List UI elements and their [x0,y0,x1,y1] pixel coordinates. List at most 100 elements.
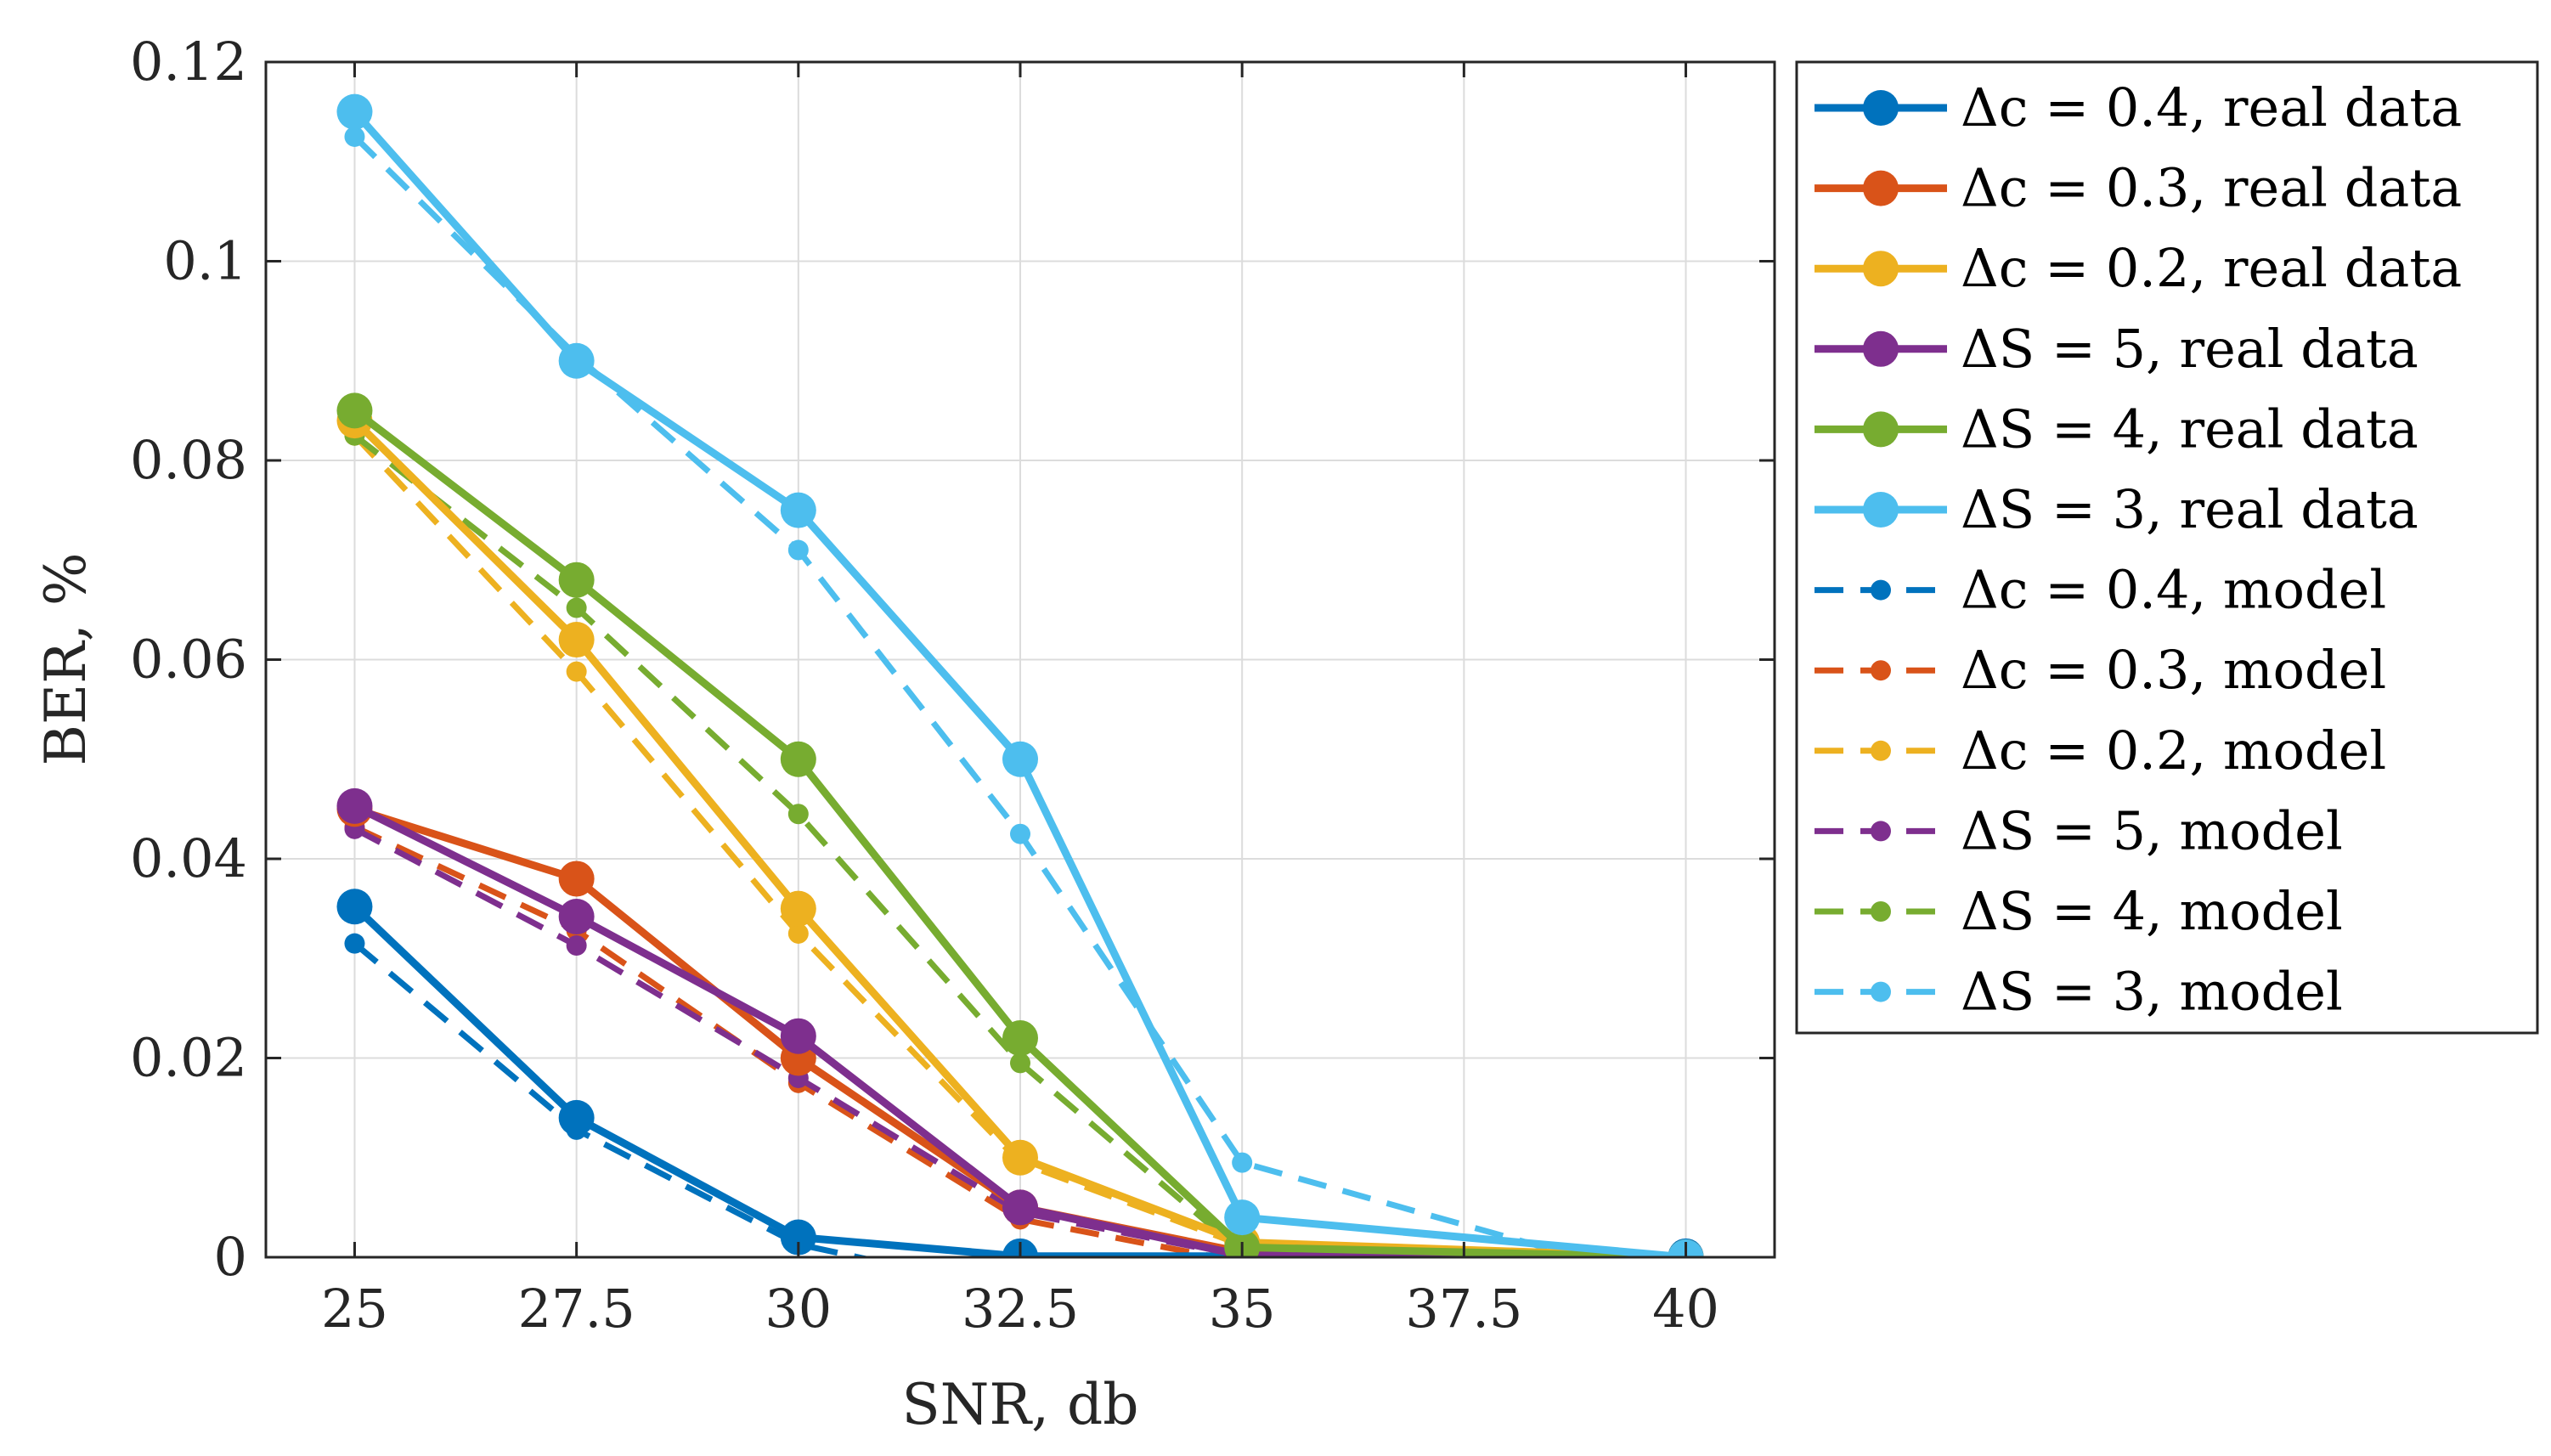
data-point [336,889,373,925]
legend-label: Δc = 0.2, model [1961,720,2386,782]
legend-item: Δc = 0.2, model [1814,720,2386,782]
series-6 [336,93,1704,1257]
axis-ticks: 25 27.5 30 32.5 35 37.5 40 0 0.02 0.04 0.06 0.08 0.1… [130,31,1775,1340]
data-point [780,1018,816,1054]
legend-marker [1863,90,1899,126]
y-tick-label: 0.1 [163,230,247,292]
legend-item: Δc = 0.4, real data [1814,76,2462,138]
legend-marker [1871,660,1891,681]
legend: Δc = 0.4, real data Δc = 0.3, real data Δc… [1795,60,2539,1035]
data-point [336,93,373,130]
x-tick-label: 35 [1209,1278,1276,1340]
x-tick-label: 32.5 [962,1278,1079,1340]
legend-label: ΔS = 5, model [1961,799,2343,861]
x-axis-title: SNR, db [901,1372,1138,1437]
legend-marker [1871,901,1891,922]
data-point [780,492,816,528]
legend-marker [1863,492,1899,528]
legend-item: ΔS = 3, model [1814,961,2343,1023]
legend-item: Δc = 0.3, model [1814,639,2386,701]
legend-item: ΔS = 5, real data [1814,318,2418,380]
legend-label: ΔS = 4, model [1961,880,2343,942]
legend-label: Δc = 0.3, model [1961,639,2386,701]
legend-item: Δc = 0.3, real data [1814,157,2462,219]
y-tick-label: 0.08 [130,429,247,491]
data-point [566,597,587,618]
series-12 [344,126,1591,1257]
data-point [1010,1052,1030,1074]
y-tick-label: 0.02 [130,1027,247,1089]
legend-label: Δc = 0.3, real data [1961,157,2462,219]
legend-marker [1863,411,1899,448]
data-point [558,1099,595,1136]
series-line [353,134,1591,1257]
series-line [352,407,1686,1257]
data-point [1224,1199,1261,1236]
legend-label: Δc = 0.2, real data [1961,237,2462,299]
x-tick-label: 40 [1652,1278,1719,1340]
data-point [787,539,809,561]
data-point [566,935,587,957]
legend-label: ΔS = 5, real data [1961,318,2418,380]
plot-series [336,93,1704,1257]
legend-marker [1863,170,1899,206]
series-line [353,432,1480,1257]
x-tick-label: 37.5 [1405,1278,1522,1340]
legend-marker [1863,251,1899,287]
legend-item: ΔS = 3, real data [1814,478,2418,540]
legend-label: Δc = 0.4, real data [1961,76,2462,138]
data-point [1002,1189,1038,1226]
data-point [558,342,595,379]
y-tick-label: 0.06 [130,629,247,691]
data-point [558,899,595,935]
y-tick-label: 0 [214,1226,247,1288]
data-point [336,787,373,824]
data-point [558,562,595,598]
data-point [1002,1020,1038,1057]
data-point [780,890,816,927]
legend-marker [1871,981,1891,1002]
data-point [787,804,809,825]
data-point [566,661,587,682]
legend-marker [1863,330,1899,367]
legend-item: ΔS = 4, real data [1814,398,2418,460]
legend-item: ΔS = 5, model [1814,799,2343,861]
data-point [1002,1139,1038,1176]
series-5 [336,392,1704,1257]
legend-item: Δc = 0.2, real data [1814,237,2462,299]
legend-box [1795,60,2539,1035]
legend-marker [1871,821,1891,842]
data-point [558,861,595,897]
data-point [1232,1152,1253,1173]
y-axis-title: BER, % [33,552,99,765]
data-point [558,622,595,658]
legend-label: Δc = 0.4, model [1961,559,2386,621]
data-point [344,126,365,147]
legend-label: ΔS = 3, real data [1961,478,2418,540]
data-point [1002,741,1038,777]
y-tick-label: 0.12 [130,31,247,93]
legend-marker [1871,740,1891,761]
legend-marker [1871,579,1891,601]
series-line [353,802,1686,1257]
x-tick-label: 25 [321,1278,388,1340]
legend-label: ΔS = 3, model [1961,961,2343,1023]
data-point [1010,823,1030,844]
legend-item: ΔS = 4, model [1814,880,2343,942]
series-line [353,824,1233,1257]
data-point [344,933,365,954]
x-tick-label: 27.5 [518,1278,635,1340]
data-point [787,923,809,944]
data-point [780,1219,816,1256]
x-tick-label: 30 [765,1278,832,1340]
series-line [352,417,1686,1257]
legend-label: ΔS = 4, real data [1961,398,2418,460]
series-line [353,941,873,1257]
series-line [352,109,1686,1257]
data-point [780,741,816,777]
legend-item: Δc = 0.4, model [1814,559,2386,621]
y-tick-label: 0.04 [130,827,247,889]
grid-lines [266,61,1775,1258]
series-9 [344,425,1633,1257]
